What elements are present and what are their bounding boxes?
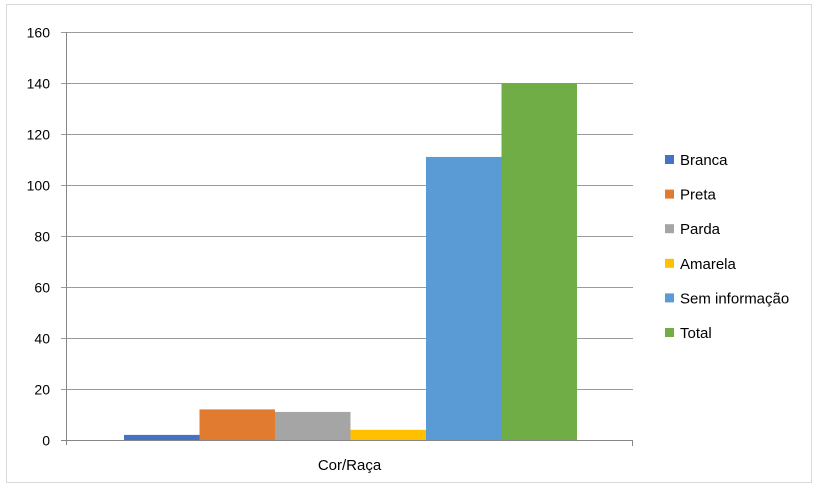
axes [61, 32, 633, 446]
y-tick-label: 120 [27, 127, 51, 143]
y-tick-label: 20 [34, 382, 50, 398]
bar-parda [275, 411, 351, 440]
y-axis-tick-labels: 0 20 40 60 80 100 120 140 160 [27, 25, 51, 449]
x-category-label: Cor/Raça [318, 457, 382, 474]
legend-swatch [665, 189, 674, 199]
y-tick-label: 40 [34, 331, 50, 347]
legend-swatch [665, 155, 674, 164]
legend-label: Amarela [680, 256, 737, 273]
legend-label: Preta [680, 187, 717, 204]
legend-swatch [665, 258, 674, 268]
bar-amarela [350, 429, 426, 440]
legend-label: Branca [680, 152, 728, 169]
y-tick-label: 0 [42, 433, 50, 449]
y-tick-label: 100 [27, 178, 51, 194]
legend-swatch [665, 224, 674, 234]
y-tick-label: 160 [27, 25, 51, 41]
legend-swatch [665, 328, 674, 337]
legend-label: Sem informação [680, 290, 789, 307]
bar-preta [199, 409, 275, 440]
legend-label: Total [680, 325, 712, 342]
bar-sem-informa-o [426, 156, 502, 440]
y-tick-label: 140 [27, 76, 51, 92]
y-tick-label: 60 [34, 280, 50, 296]
y-tick-label: 80 [34, 229, 50, 245]
legend: Branca Preta Parda Amarela Sem informação Tot… [665, 152, 789, 342]
legend-label: Parda [680, 221, 721, 238]
bar-branca [124, 434, 200, 440]
bar-total [501, 83, 577, 440]
bars [124, 83, 577, 440]
legend-swatch [665, 293, 674, 303]
